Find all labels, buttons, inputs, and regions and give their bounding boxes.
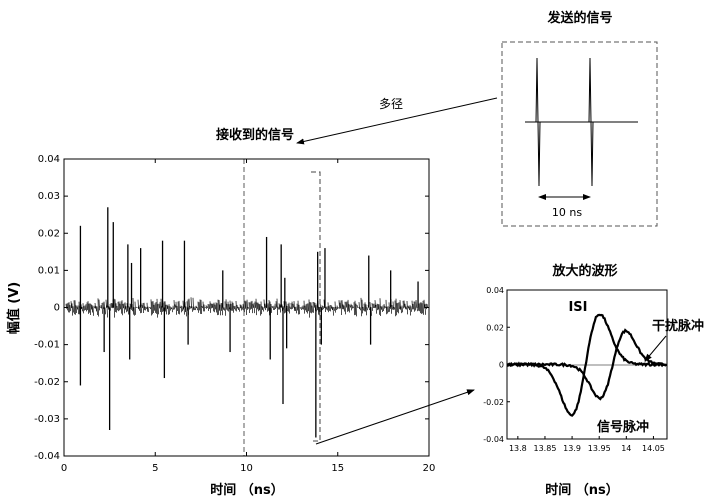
main-y-axis-label: 幅值 (V): [6, 282, 22, 334]
main-y-tick-label: 0: [54, 303, 60, 314]
zoom-title: 放大的波形: [551, 263, 617, 279]
zoom-window-bracket: [311, 171, 321, 442]
multipath-arrow: [296, 97, 498, 145]
main-y-tick-label: -0.04: [34, 451, 60, 462]
zoom-x-tick-label: 14.05: [642, 444, 665, 453]
sent-pulse-2: [588, 57, 594, 187]
received-signal-title: 接收到的信号: [216, 127, 294, 143]
zoom-plot-axes: 0.04 0.02 0 -0.02 -0.04 13.8 13.85 13.9 13.95 14 1…: [483, 286, 665, 453]
signal-pulse-label: 信号脉冲: [597, 419, 649, 435]
main-y-tick-label: 0.04: [38, 154, 60, 165]
zoom-y-tick-label: 0: [499, 361, 504, 370]
zoom-y-tick-label: 0.02: [486, 323, 504, 332]
sent-signal-box: [501, 41, 658, 227]
zoom-arrow: [315, 389, 475, 445]
zoom-waveforms: [507, 313, 667, 417]
noise-trace: [65, 297, 428, 318]
main-y-tick-label: -0.03: [34, 414, 60, 425]
zoom-y-tick-label: -0.04: [483, 435, 504, 444]
received-signal-noise: [65, 297, 428, 318]
sent-pulse-1: [535, 57, 541, 187]
main-x-tick-label: 0: [61, 463, 67, 474]
interference-pulse-wave: [507, 328, 667, 401]
zoom-y-tick-label: 0.04: [486, 286, 504, 295]
zoom-x-tick-label: 14: [621, 444, 631, 453]
main-x-tick-label: 15: [331, 463, 344, 474]
zoom-x-axis-label: 时间 （ns）: [545, 482, 619, 498]
main-y-tick-label: 0.03: [38, 191, 60, 202]
pulse-spacing-label: 10 ns: [552, 206, 582, 219]
sent-signal-title: 发送的信号: [546, 10, 612, 26]
main-y-tick-label: 0.01: [38, 265, 60, 276]
isi-label: ISI: [568, 300, 587, 315]
zoom-x-tick-label: 13.85: [534, 444, 557, 453]
interference-pulse-arrow: [644, 335, 667, 362]
interference-pulse-label: 干扰脉冲: [652, 318, 704, 334]
main-x-tick-label: 5: [152, 463, 158, 474]
main-x-tick-label: 20: [423, 463, 436, 474]
received-signal-spikes: [79, 207, 419, 438]
main-y-tick-label: 0.02: [38, 228, 60, 239]
multipath-label: 多径: [379, 97, 403, 111]
main-plot-axes: 0.040.030.020.010-0.01-0.02-0.03-0.040 5 1…: [34, 154, 435, 474]
zoom-x-tick-label: 13.95: [588, 444, 611, 453]
main-y-tick-label: -0.01: [34, 340, 60, 351]
main-y-tick-label: -0.02: [34, 377, 60, 388]
main-x-tick-label: 10: [240, 463, 253, 474]
main-x-axis-label: 时间 （ns）: [210, 482, 284, 498]
zoom-x-tick-label: 13.9: [563, 444, 581, 453]
zoom-x-tick-label: 13.8: [509, 444, 527, 453]
zoom-y-tick-label: -0.02: [483, 398, 504, 407]
